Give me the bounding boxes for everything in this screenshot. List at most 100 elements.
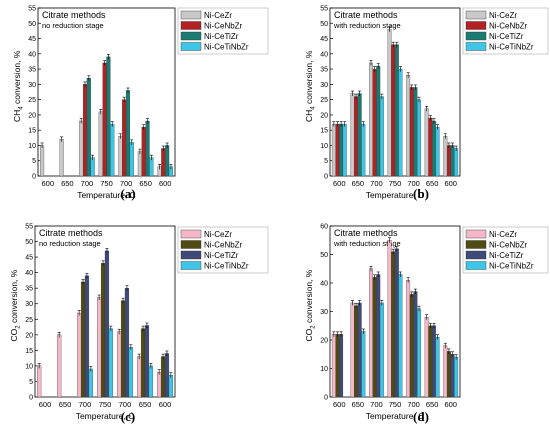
y-axis-label-main: CO bbox=[9, 328, 19, 341]
legend-label: Ni-CeZr bbox=[489, 11, 517, 20]
bar bbox=[145, 120, 150, 177]
x-tick-label: 600 bbox=[39, 400, 52, 409]
legend-swatch bbox=[180, 250, 202, 260]
x-tick-label: 650 bbox=[426, 179, 439, 188]
bar bbox=[97, 297, 102, 398]
chart-subtitle: with reduction stage bbox=[333, 239, 401, 248]
y-tick-label: 5 bbox=[324, 158, 328, 165]
y-tick-label: 0 bbox=[324, 395, 328, 402]
bar bbox=[376, 65, 381, 177]
y-tick-label: 10 bbox=[320, 366, 328, 373]
bar bbox=[117, 331, 122, 398]
y-tick-label: 25 bbox=[25, 317, 33, 324]
bar bbox=[331, 123, 336, 177]
x-tick-label: 600 bbox=[159, 400, 172, 409]
y-tick-label: 40 bbox=[320, 51, 328, 58]
bar bbox=[387, 240, 392, 398]
bar bbox=[369, 62, 373, 177]
chart-title: Citrate methods bbox=[334, 228, 398, 238]
bar bbox=[413, 291, 418, 398]
bar bbox=[379, 302, 384, 398]
bar bbox=[450, 145, 455, 177]
bar bbox=[394, 248, 399, 398]
legend-swatch bbox=[180, 31, 202, 41]
y-axis-label-rest: conversion, % bbox=[12, 50, 22, 106]
bar bbox=[361, 123, 366, 177]
x-tick-label: 700 bbox=[407, 400, 420, 409]
y-tick-label: 45 bbox=[320, 36, 328, 43]
bar bbox=[144, 325, 150, 398]
legend-label: Ni-CeTiZr bbox=[489, 32, 524, 41]
bar bbox=[398, 68, 403, 177]
legend-swatch bbox=[465, 240, 487, 249]
x-tick-label: 700 bbox=[79, 400, 92, 409]
y-tick-label: 0 bbox=[32, 174, 36, 181]
bar bbox=[446, 351, 451, 398]
y-tick-label: 10 bbox=[25, 363, 33, 370]
x-tick-label: 600 bbox=[333, 179, 346, 188]
x-tick-label: 600 bbox=[159, 179, 172, 188]
legend-label: Ni-CeTiZr bbox=[204, 32, 239, 41]
y-tick-label: 55 bbox=[25, 224, 33, 231]
x-tick-label: 650 bbox=[139, 179, 152, 188]
y-tick-label: 35 bbox=[25, 286, 33, 293]
bar bbox=[387, 29, 392, 177]
y-tick-label: 30 bbox=[25, 301, 33, 308]
y-tick-label: 30 bbox=[320, 82, 328, 89]
bar bbox=[164, 353, 170, 398]
legend-swatch bbox=[465, 250, 487, 260]
legend-swatch bbox=[180, 42, 202, 51]
chart-subtitle: no reduction stage bbox=[39, 239, 101, 248]
x-tick-label: 650 bbox=[59, 400, 72, 409]
x-tick-label: 650 bbox=[352, 400, 365, 409]
y-tick-label: 0 bbox=[324, 174, 328, 181]
bar bbox=[331, 334, 336, 398]
bar bbox=[454, 148, 459, 177]
x-tick-label: 700 bbox=[120, 179, 133, 188]
x-tick-label: 650 bbox=[61, 179, 74, 188]
y-tick-label: 15 bbox=[28, 128, 36, 135]
y-tick-label: 50 bbox=[25, 239, 33, 246]
legend-swatch bbox=[465, 10, 487, 20]
y-tick-label: 15 bbox=[25, 348, 33, 355]
bar bbox=[82, 84, 88, 177]
y-axis-label-main: CO bbox=[304, 328, 314, 341]
bar bbox=[361, 331, 366, 398]
y-tick-label: 60 bbox=[320, 224, 328, 231]
y-tick-label: 20 bbox=[320, 112, 328, 119]
legend-swatch bbox=[180, 240, 202, 249]
x-tick-label: 750 bbox=[389, 400, 402, 409]
bar bbox=[125, 90, 131, 177]
bar bbox=[148, 365, 153, 398]
bar bbox=[110, 123, 115, 177]
bar bbox=[428, 117, 433, 177]
y-tick-label: 40 bbox=[28, 51, 36, 58]
x-axis-label: Temperature, C bbox=[76, 411, 135, 421]
legend-swatch bbox=[465, 261, 487, 270]
y-tick-label: 10 bbox=[320, 143, 328, 150]
legend-label: Ni-CeNbZr bbox=[204, 22, 243, 31]
bar bbox=[372, 68, 377, 177]
bar bbox=[120, 300, 126, 398]
y-tick-label: 40 bbox=[25, 270, 33, 277]
y-tick-label: 20 bbox=[28, 112, 36, 119]
bar bbox=[137, 356, 142, 398]
legend-swatch bbox=[465, 31, 487, 41]
y-tick-label: 0 bbox=[29, 395, 33, 402]
bar bbox=[124, 288, 130, 398]
bar bbox=[376, 274, 381, 398]
x-tick-label: 600 bbox=[444, 179, 457, 188]
bar bbox=[77, 312, 82, 398]
x-tick-label: 650 bbox=[139, 400, 152, 409]
bar bbox=[443, 345, 448, 398]
panel-label: (b) bbox=[413, 186, 429, 201]
bar bbox=[165, 145, 170, 177]
bar bbox=[443, 136, 448, 177]
y-tick-label: 45 bbox=[25, 255, 33, 262]
legend-label: Ni-CeTiZr bbox=[204, 251, 239, 260]
bar bbox=[406, 75, 411, 177]
bar bbox=[369, 268, 373, 398]
